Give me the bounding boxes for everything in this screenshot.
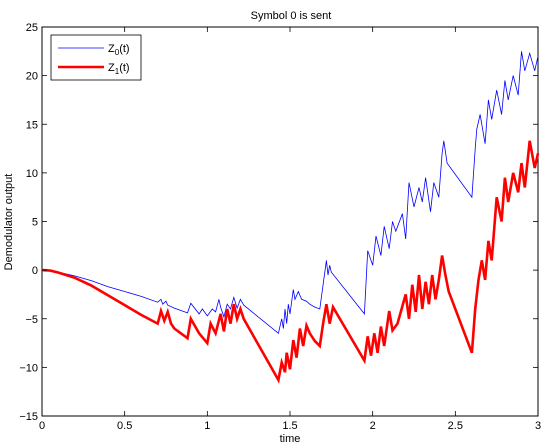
x-tick-label: 1.5 [282,420,297,432]
x-tick-label: 2 [370,420,376,432]
legend-z0-sub: 0 [115,48,120,57]
legend-z1-sub: 1 [115,67,120,76]
x-tick-label: 1 [204,420,210,432]
legend-z1-main: Z [108,62,115,74]
x-axis-label: time [280,433,301,445]
y-tick-label: −5 [25,314,38,326]
legend-z1-tail: (t) [119,62,129,74]
y-tick-label: −10 [19,362,38,374]
series-line-z0 [41,51,539,335]
y-tick-label: 10 [26,168,38,180]
chart-title: Symbol 0 is sent [251,10,332,22]
series-line-z1 [41,140,540,384]
x-tick-label: 3 [535,420,541,432]
legend-label-z1: Z1(t) [108,62,130,76]
legend-label-z0: Z0(t) [108,43,130,57]
legend: Z0(t) Z1(t) [50,34,142,81]
x-tick-label: 2.5 [448,420,463,432]
x-tick-label: 0.5 [117,420,132,432]
series-layer [41,51,540,384]
y-tick-label: 20 [26,71,38,83]
legend-z0-tail: (t) [119,43,129,55]
y-tick-label: 5 [32,217,38,229]
y-tick-label: −15 [19,411,38,423]
y-tick-label: 15 [26,119,38,131]
y-tick-label: 25 [26,22,38,34]
x-tick-label: 0 [39,420,45,432]
y-tick-label: 0 [32,265,38,277]
legend-box [50,34,142,81]
y-axis-label: Demodulator output [3,174,15,271]
axes-frame [41,26,539,417]
legend-z0-main: Z [108,43,115,55]
